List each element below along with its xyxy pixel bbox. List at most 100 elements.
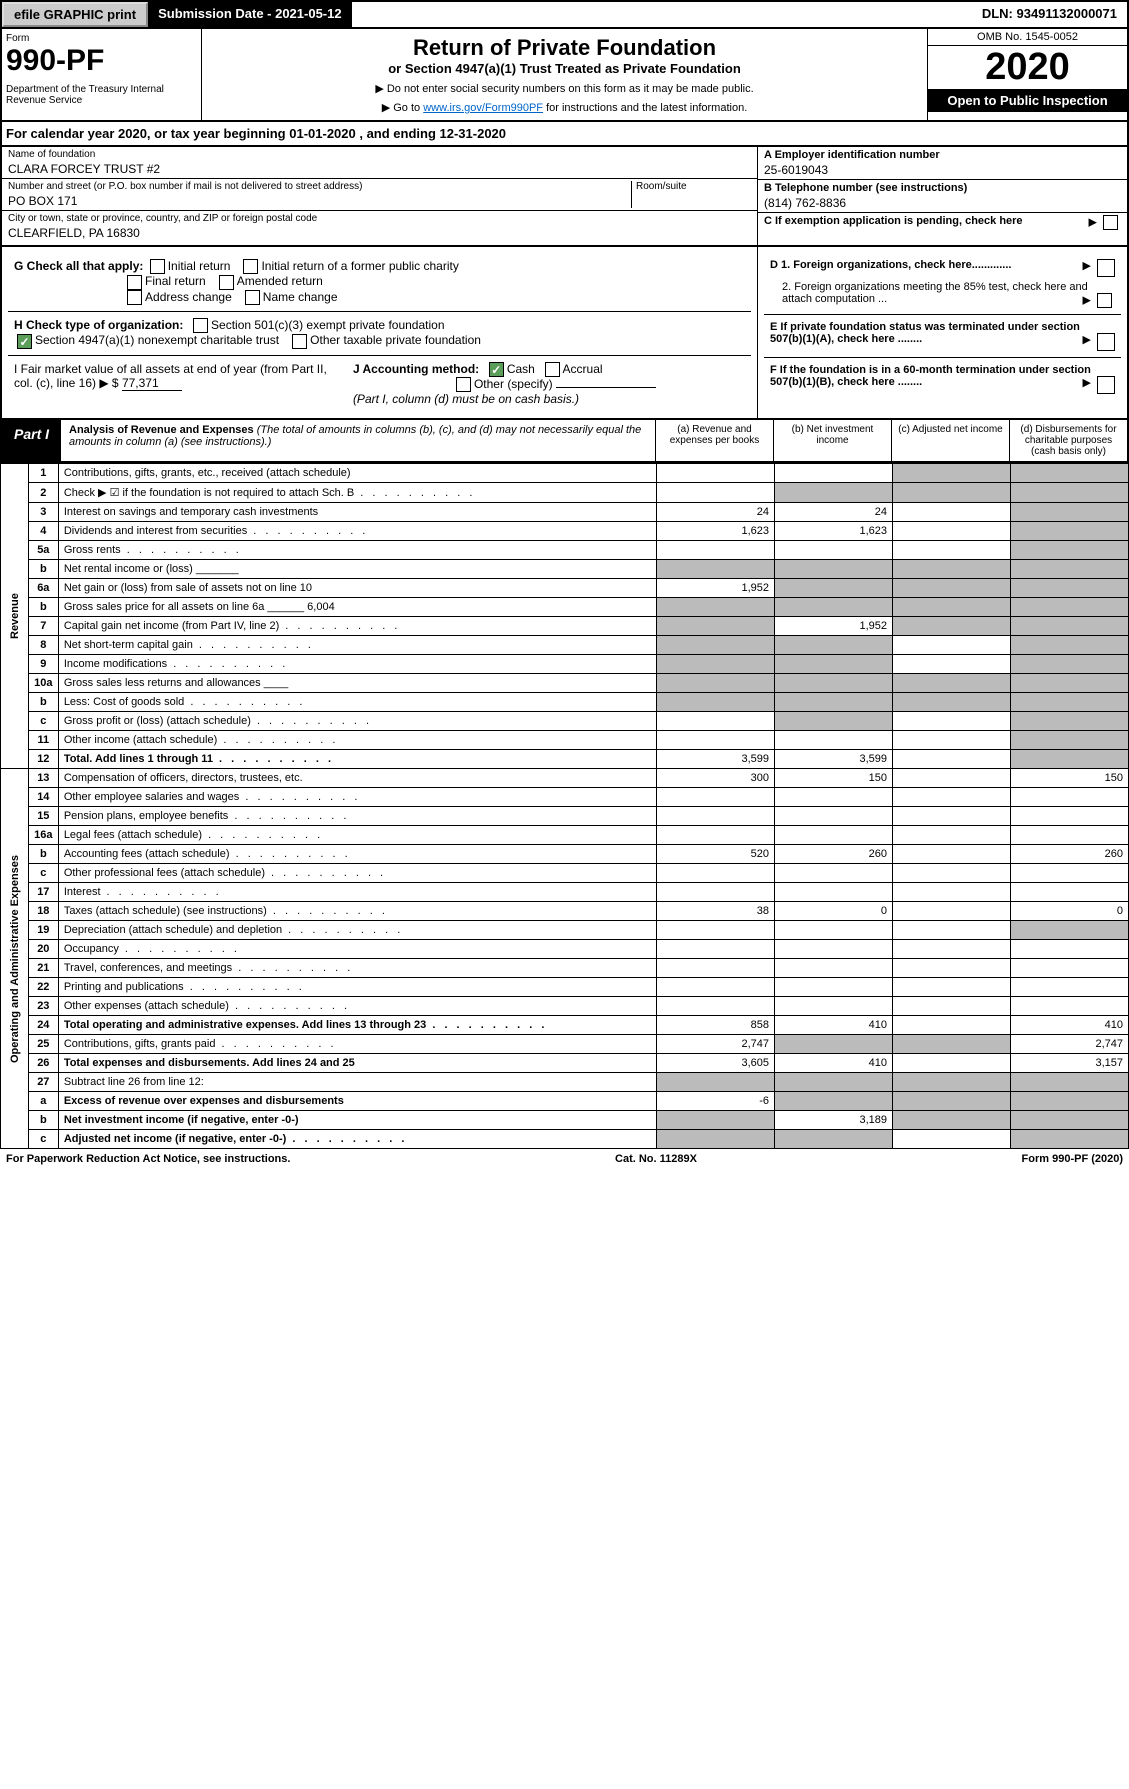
checks-area: G Check all that apply: Initial return I… — [0, 247, 1129, 420]
name-change-checkbox[interactable] — [245, 290, 260, 305]
table-row: 7Capital gain net income (from Part IV, … — [1, 617, 1129, 636]
form-number: 990-PF — [6, 44, 197, 78]
foundation-city: CLEARFIELD, PA 16830 — [8, 224, 751, 240]
table-row: 26Total expenses and disbursements. Add … — [1, 1054, 1129, 1073]
table-row: Revenue1Contributions, gifts, grants, et… — [1, 464, 1129, 483]
form-subtitle: or Section 4947(a)(1) Trust Treated as P… — [208, 61, 921, 76]
public-inspection-label: Open to Public Inspection — [928, 89, 1127, 112]
top-bar: efile GRAPHIC print Submission Date - 20… — [0, 0, 1129, 29]
table-row: 3Interest on savings and temporary cash … — [1, 503, 1129, 522]
section-ij: I Fair market value of all assets at end… — [8, 356, 751, 413]
table-row: 25Contributions, gifts, grants paid2,747… — [1, 1035, 1129, 1054]
table-row: 18Taxes (attach schedule) (see instructi… — [1, 902, 1129, 921]
submission-date: Submission Date - 2021-05-12 — [148, 2, 352, 27]
table-row: 17Interest — [1, 883, 1129, 902]
form-label: Form — [6, 33, 197, 44]
other-taxable-checkbox[interactable] — [292, 334, 307, 349]
name-label: Name of foundation — [8, 149, 751, 160]
section-d1: D 1. Foreign organizations, check here..… — [764, 253, 1121, 315]
section-h: H Check type of organization: Section 50… — [8, 312, 751, 356]
table-row: bNet rental income or (loss) _______ — [1, 560, 1129, 579]
omb-number: OMB No. 1545-0052 — [928, 29, 1127, 46]
col-c-header: (c) Adjusted net income — [891, 420, 1009, 461]
foreign-85-checkbox[interactable] — [1097, 293, 1112, 308]
final-return-checkbox[interactable] — [127, 275, 142, 290]
table-row: cGross profit or (loss) (attach schedule… — [1, 712, 1129, 731]
department-label: Department of the Treasury Internal Reve… — [6, 84, 197, 106]
exemption-checkbox[interactable] — [1103, 215, 1118, 230]
table-row: bGross sales price for all assets on lin… — [1, 598, 1129, 617]
initial-return-checkbox[interactable] — [150, 259, 165, 274]
table-row: 22Printing and publications — [1, 978, 1129, 997]
city-label: City or town, state or province, country… — [8, 213, 751, 224]
cash-basis-note: (Part I, column (d) must be on cash basi… — [353, 392, 579, 406]
table-row: 16aLegal fees (attach schedule) — [1, 826, 1129, 845]
col-a-header: (a) Revenue and expenses per books — [655, 420, 773, 461]
table-row: 19Depreciation (attach schedule) and dep… — [1, 921, 1129, 940]
table-row: cOther professional fees (attach schedul… — [1, 864, 1129, 883]
ein-label: A Employer identification number — [764, 149, 1121, 161]
page-footer: For Paperwork Reduction Act Notice, see … — [0, 1149, 1129, 1169]
ssn-warning: ▶ Do not enter social security numbers o… — [208, 82, 921, 95]
table-row: 9Income modifications — [1, 655, 1129, 674]
revenue-expense-table: Revenue1Contributions, gifts, grants, et… — [0, 463, 1129, 1149]
table-row: 20Occupancy — [1, 940, 1129, 959]
address-label: Number and street (or P.O. box number if… — [8, 181, 631, 192]
table-row: Operating and Administrative Expenses13C… — [1, 769, 1129, 788]
4947-checkbox[interactable] — [17, 334, 32, 349]
cash-checkbox[interactable] — [489, 362, 504, 377]
section-g: G Check all that apply: Initial return I… — [8, 253, 751, 312]
section-vlabel: Revenue — [1, 464, 29, 769]
table-row: 8Net short-term capital gain — [1, 636, 1129, 655]
dln-number: DLN: 93491132000071 — [972, 2, 1127, 27]
instructions-link-line: ▶ Go to www.irs.gov/Form990PF for instru… — [208, 101, 921, 114]
col-d-header: (d) Disbursements for charitable purpose… — [1009, 420, 1127, 461]
fmv-value: 77,371 — [122, 376, 182, 391]
part-1-title: Analysis of Revenue and Expenses — [69, 424, 254, 436]
table-row: 27Subtract line 26 from line 12: — [1, 1073, 1129, 1092]
room-label: Room/suite — [636, 181, 751, 192]
foundation-address: PO BOX 171 — [8, 192, 631, 208]
amended-return-checkbox[interactable] — [219, 275, 234, 290]
initial-former-checkbox[interactable] — [243, 259, 258, 274]
table-row: 4Dividends and interest from securities1… — [1, 522, 1129, 541]
cat-number: Cat. No. 11289X — [615, 1153, 697, 1165]
accrual-checkbox[interactable] — [545, 362, 560, 377]
501c3-checkbox[interactable] — [193, 318, 208, 333]
60-month-checkbox[interactable] — [1097, 376, 1115, 394]
table-row: bLess: Cost of goods sold — [1, 693, 1129, 712]
foundation-name: CLARA FORCEY TRUST #2 — [8, 160, 751, 176]
address-change-checkbox[interactable] — [127, 290, 142, 305]
table-row: 23Other expenses (attach schedule) — [1, 997, 1129, 1016]
phone-label: B Telephone number (see instructions) — [764, 182, 1121, 194]
table-row: 6aNet gain or (loss) from sale of assets… — [1, 579, 1129, 598]
col-b-header: (b) Net investment income — [773, 420, 891, 461]
form-header: Form 990-PF Department of the Treasury I… — [0, 29, 1129, 122]
table-row: 5aGross rents — [1, 541, 1129, 560]
foreign-org-checkbox[interactable] — [1097, 259, 1115, 277]
section-vlabel: Operating and Administrative Expenses — [1, 769, 29, 1149]
table-row: 21Travel, conferences, and meetings — [1, 959, 1129, 978]
section-f: F If the foundation is in a 60-month ter… — [764, 358, 1121, 400]
part-1-label: Part I — [2, 420, 61, 461]
paperwork-notice: For Paperwork Reduction Act Notice, see … — [6, 1153, 290, 1165]
table-row: 24Total operating and administrative exp… — [1, 1016, 1129, 1035]
section-e: E If private foundation status was termi… — [764, 315, 1121, 358]
form-title: Return of Private Foundation — [208, 35, 921, 61]
tax-year: 2020 — [928, 46, 1127, 89]
form-footer-label: Form 990-PF (2020) — [1022, 1153, 1123, 1165]
other-method-checkbox[interactable] — [456, 377, 471, 392]
irs-link[interactable]: www.irs.gov/Form990PF — [423, 102, 543, 114]
table-row: 14Other employee salaries and wages — [1, 788, 1129, 807]
table-row: 2Check ▶ ☑ if the foundation is not requ… — [1, 483, 1129, 503]
table-row: bAccounting fees (attach schedule)520260… — [1, 845, 1129, 864]
ein-value: 25-6019043 — [764, 161, 1121, 177]
calendar-year-line: For calendar year 2020, or tax year begi… — [0, 122, 1129, 147]
efile-print-button[interactable]: efile GRAPHIC print — [2, 2, 148, 27]
table-row: 12Total. Add lines 1 through 113,5993,59… — [1, 750, 1129, 769]
status-terminated-checkbox[interactable] — [1097, 333, 1115, 351]
foundation-info-grid: Name of foundation CLARA FORCEY TRUST #2… — [0, 147, 1129, 247]
table-row: bNet investment income (if negative, ent… — [1, 1111, 1129, 1130]
table-row: 10aGross sales less returns and allowanc… — [1, 674, 1129, 693]
part-1-header: Part I Analysis of Revenue and Expenses … — [0, 420, 1129, 463]
